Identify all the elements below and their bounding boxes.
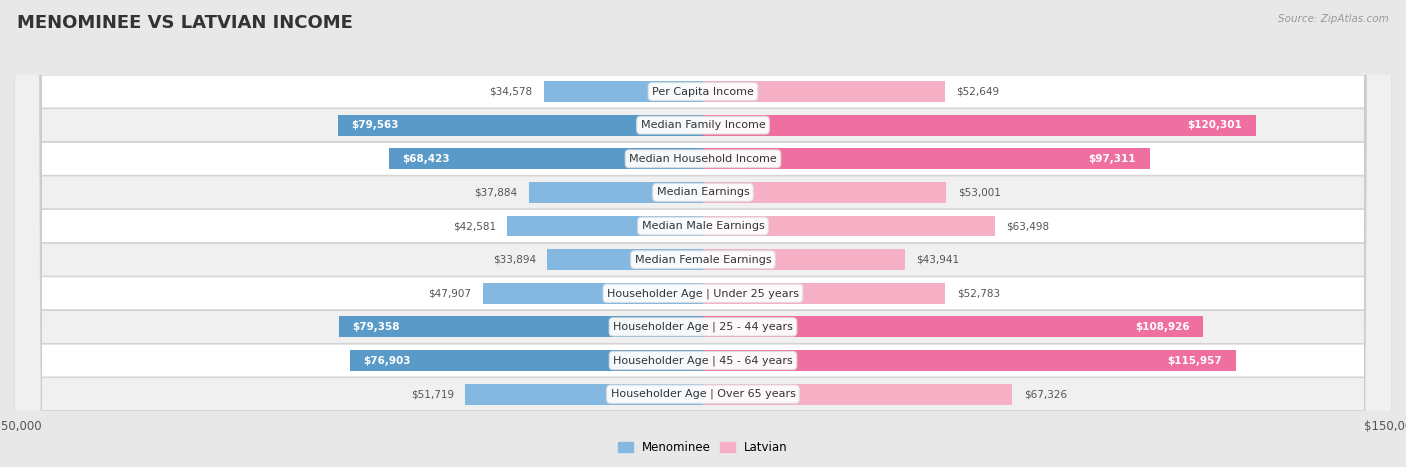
FancyBboxPatch shape	[14, 0, 1392, 467]
Text: $63,498: $63,498	[1007, 221, 1049, 231]
Text: Householder Age | Over 65 years: Householder Age | Over 65 years	[610, 389, 796, 399]
Bar	[544, 81, 703, 102]
Text: $47,907: $47,907	[429, 288, 471, 298]
FancyBboxPatch shape	[14, 0, 1392, 467]
Text: $42,581: $42,581	[453, 221, 496, 231]
Bar	[350, 350, 703, 371]
Bar	[703, 283, 945, 304]
Bar	[703, 384, 1012, 404]
FancyBboxPatch shape	[14, 0, 1392, 467]
Bar	[339, 317, 703, 337]
Bar	[703, 216, 994, 236]
Text: $68,423: $68,423	[402, 154, 450, 164]
Bar	[703, 149, 1150, 169]
Text: $76,903: $76,903	[364, 355, 411, 366]
Text: $33,894: $33,894	[492, 255, 536, 265]
Bar	[703, 182, 946, 203]
Text: $97,311: $97,311	[1088, 154, 1136, 164]
Text: $79,563: $79,563	[352, 120, 399, 130]
Bar	[337, 115, 703, 135]
Text: Median Family Income: Median Family Income	[641, 120, 765, 130]
Text: $43,941: $43,941	[917, 255, 959, 265]
Bar	[465, 384, 703, 404]
FancyBboxPatch shape	[14, 0, 1392, 467]
Text: Householder Age | 45 - 64 years: Householder Age | 45 - 64 years	[613, 355, 793, 366]
Text: $115,957: $115,957	[1167, 355, 1222, 366]
Text: Median Male Earnings: Median Male Earnings	[641, 221, 765, 231]
Text: Source: ZipAtlas.com: Source: ZipAtlas.com	[1278, 14, 1389, 24]
Bar	[508, 216, 703, 236]
Bar	[703, 350, 1236, 371]
Text: $37,884: $37,884	[474, 187, 517, 198]
Text: Median Household Income: Median Household Income	[628, 154, 778, 164]
Text: $53,001: $53,001	[957, 187, 1001, 198]
Bar	[484, 283, 703, 304]
Text: Householder Age | 25 - 44 years: Householder Age | 25 - 44 years	[613, 322, 793, 332]
Bar	[703, 115, 1256, 135]
Bar	[703, 317, 1204, 337]
Bar	[388, 149, 703, 169]
Text: Householder Age | Under 25 years: Householder Age | Under 25 years	[607, 288, 799, 298]
FancyBboxPatch shape	[14, 0, 1392, 467]
Bar	[529, 182, 703, 203]
Text: $52,783: $52,783	[957, 288, 1000, 298]
Text: Per Capita Income: Per Capita Income	[652, 86, 754, 97]
Text: Median Earnings: Median Earnings	[657, 187, 749, 198]
Bar	[703, 249, 905, 270]
Text: $51,719: $51,719	[411, 389, 454, 399]
FancyBboxPatch shape	[14, 0, 1392, 467]
FancyBboxPatch shape	[14, 0, 1392, 467]
FancyBboxPatch shape	[14, 0, 1392, 467]
Text: $108,926: $108,926	[1135, 322, 1189, 332]
FancyBboxPatch shape	[14, 0, 1392, 467]
Text: $79,358: $79,358	[353, 322, 399, 332]
Text: Median Female Earnings: Median Female Earnings	[634, 255, 772, 265]
Text: $52,649: $52,649	[956, 86, 1000, 97]
Bar	[547, 249, 703, 270]
Text: $120,301: $120,301	[1187, 120, 1241, 130]
Text: $34,578: $34,578	[489, 86, 533, 97]
Text: MENOMINEE VS LATVIAN INCOME: MENOMINEE VS LATVIAN INCOME	[17, 14, 353, 32]
Bar	[703, 81, 945, 102]
FancyBboxPatch shape	[14, 0, 1392, 467]
Text: $67,326: $67,326	[1024, 389, 1067, 399]
Legend: Menominee, Latvian: Menominee, Latvian	[613, 436, 793, 459]
